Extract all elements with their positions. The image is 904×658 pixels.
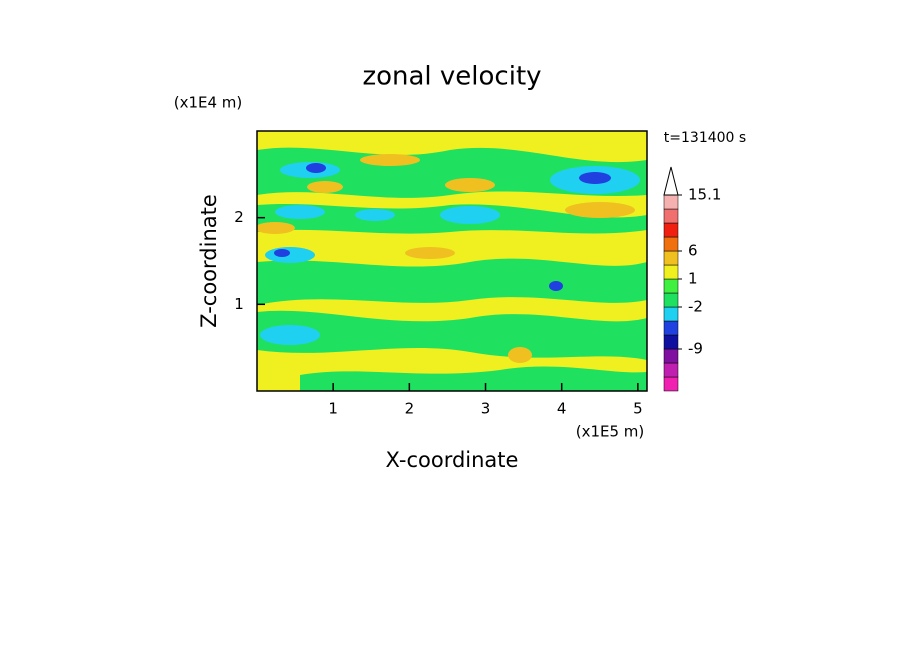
colorbar-segment <box>663 348 679 364</box>
colorbar-segment <box>663 334 679 350</box>
x-tick-label: 1 <box>328 400 338 418</box>
colorbar-segment <box>663 376 679 392</box>
colorbar-segment <box>663 250 679 266</box>
colorbar-label: 6 <box>688 242 698 260</box>
time-label: t=131400 s <box>664 130 746 146</box>
colorbar-segment <box>663 306 679 322</box>
x-tick-label: 4 <box>557 400 567 418</box>
colorbar-segment <box>663 194 679 210</box>
y-axis-label: Z-coordinate <box>197 194 221 328</box>
colorbar-segment <box>663 292 679 308</box>
chart-title: zonal velocity <box>362 62 541 92</box>
x-tick-label: 3 <box>481 400 491 418</box>
colorbar-extension <box>663 166 679 196</box>
colorbar-segment <box>663 362 679 378</box>
colorbar-segment <box>663 222 679 238</box>
colorbar-segment <box>663 320 679 336</box>
contour-field <box>256 130 648 392</box>
y-unit: (x1E4 m) <box>174 94 243 112</box>
x-unit: (x1E5 m) <box>576 423 645 441</box>
colorbar-label: 1 <box>688 270 698 288</box>
colorbar-label: 15.1 <box>688 186 721 204</box>
colorbar-segment <box>663 208 679 224</box>
x-tick-label: 5 <box>633 400 643 418</box>
colorbar-segment <box>663 264 679 280</box>
x-tick-label: 2 <box>405 400 415 418</box>
y-tick-label: 2 <box>234 208 244 226</box>
colorbar-label: -9 <box>688 340 703 358</box>
colorbar-label: -2 <box>688 298 703 316</box>
y-tick-label: 1 <box>234 295 244 313</box>
colorbar-segment <box>663 278 679 294</box>
x-axis-label: X-coordinate <box>386 448 519 472</box>
colorbar-segment <box>663 236 679 252</box>
